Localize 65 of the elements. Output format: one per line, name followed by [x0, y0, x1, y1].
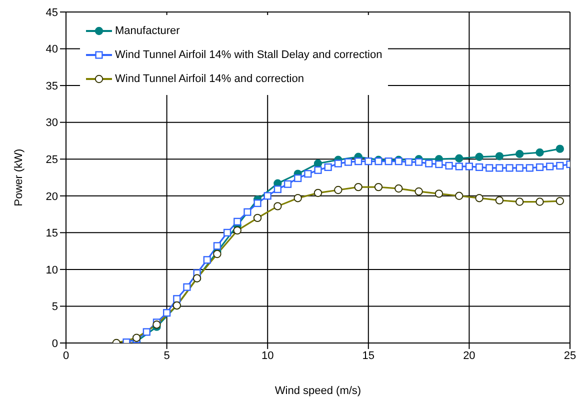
y-tick-label: 45 [46, 6, 58, 19]
y-tick-label: 40 [46, 44, 58, 56]
point [435, 160, 443, 168]
point [324, 163, 332, 171]
legend-label: Wind Tunnel Airfoil 14% with Stall Delay and correction [115, 48, 382, 63]
point [556, 144, 564, 153]
point [495, 152, 504, 160]
point [183, 283, 191, 291]
y-tick-label: 30 [46, 117, 58, 130]
point [223, 228, 232, 236]
point [344, 158, 352, 166]
point [445, 162, 453, 170]
x-tick-label: 5 [164, 350, 170, 362]
point [536, 163, 544, 171]
point [404, 158, 413, 166]
point [465, 162, 473, 170]
point [425, 160, 433, 168]
point [173, 295, 181, 303]
y-tick-label: 35 [46, 80, 58, 92]
x-tick-label: 25 [564, 350, 576, 362]
y-tick-label: 10 [46, 264, 58, 276]
point [244, 208, 252, 216]
x-tick-label: 10 [261, 350, 274, 362]
point [294, 174, 302, 182]
point [486, 164, 494, 172]
point [334, 160, 342, 168]
y-tick-label: 5 [52, 301, 58, 314]
x-tick-label: 20 [463, 350, 476, 362]
point [556, 162, 564, 170]
point [364, 158, 372, 166]
point [455, 154, 464, 162]
point [496, 164, 504, 172]
legend-label: Wind Tunnel Airfoil 14% and correction [115, 72, 304, 87]
point [213, 242, 221, 250]
point [163, 309, 171, 317]
point [274, 185, 282, 194]
point [304, 170, 312, 178]
y-tick-label: 0 [52, 338, 58, 350]
point [526, 164, 534, 172]
point [314, 166, 322, 174]
point [234, 218, 242, 226]
legend-label: Manufacturer [115, 24, 180, 39]
y-tick-label: 20 [46, 190, 58, 203]
y-axis-title: Power (kW) [12, 148, 25, 206]
y-tick-label: 25 [46, 154, 58, 166]
point [506, 164, 514, 172]
point [384, 158, 392, 166]
point [516, 150, 524, 158]
point [475, 163, 484, 171]
point [142, 328, 150, 336]
point [264, 192, 272, 200]
point [284, 180, 292, 188]
y-tick-label: 15 [46, 228, 58, 240]
point [354, 158, 362, 166]
point [203, 256, 211, 264]
point [475, 152, 484, 162]
point [546, 162, 554, 170]
point [254, 199, 262, 208]
point [415, 158, 423, 166]
point [516, 164, 524, 172]
x-tick-label: 15 [362, 350, 375, 362]
x-axis-title: Wind speed (m/s) [274, 385, 362, 397]
point [536, 148, 544, 157]
point [455, 162, 463, 170]
x-tick-label: 0 [62, 350, 70, 362]
